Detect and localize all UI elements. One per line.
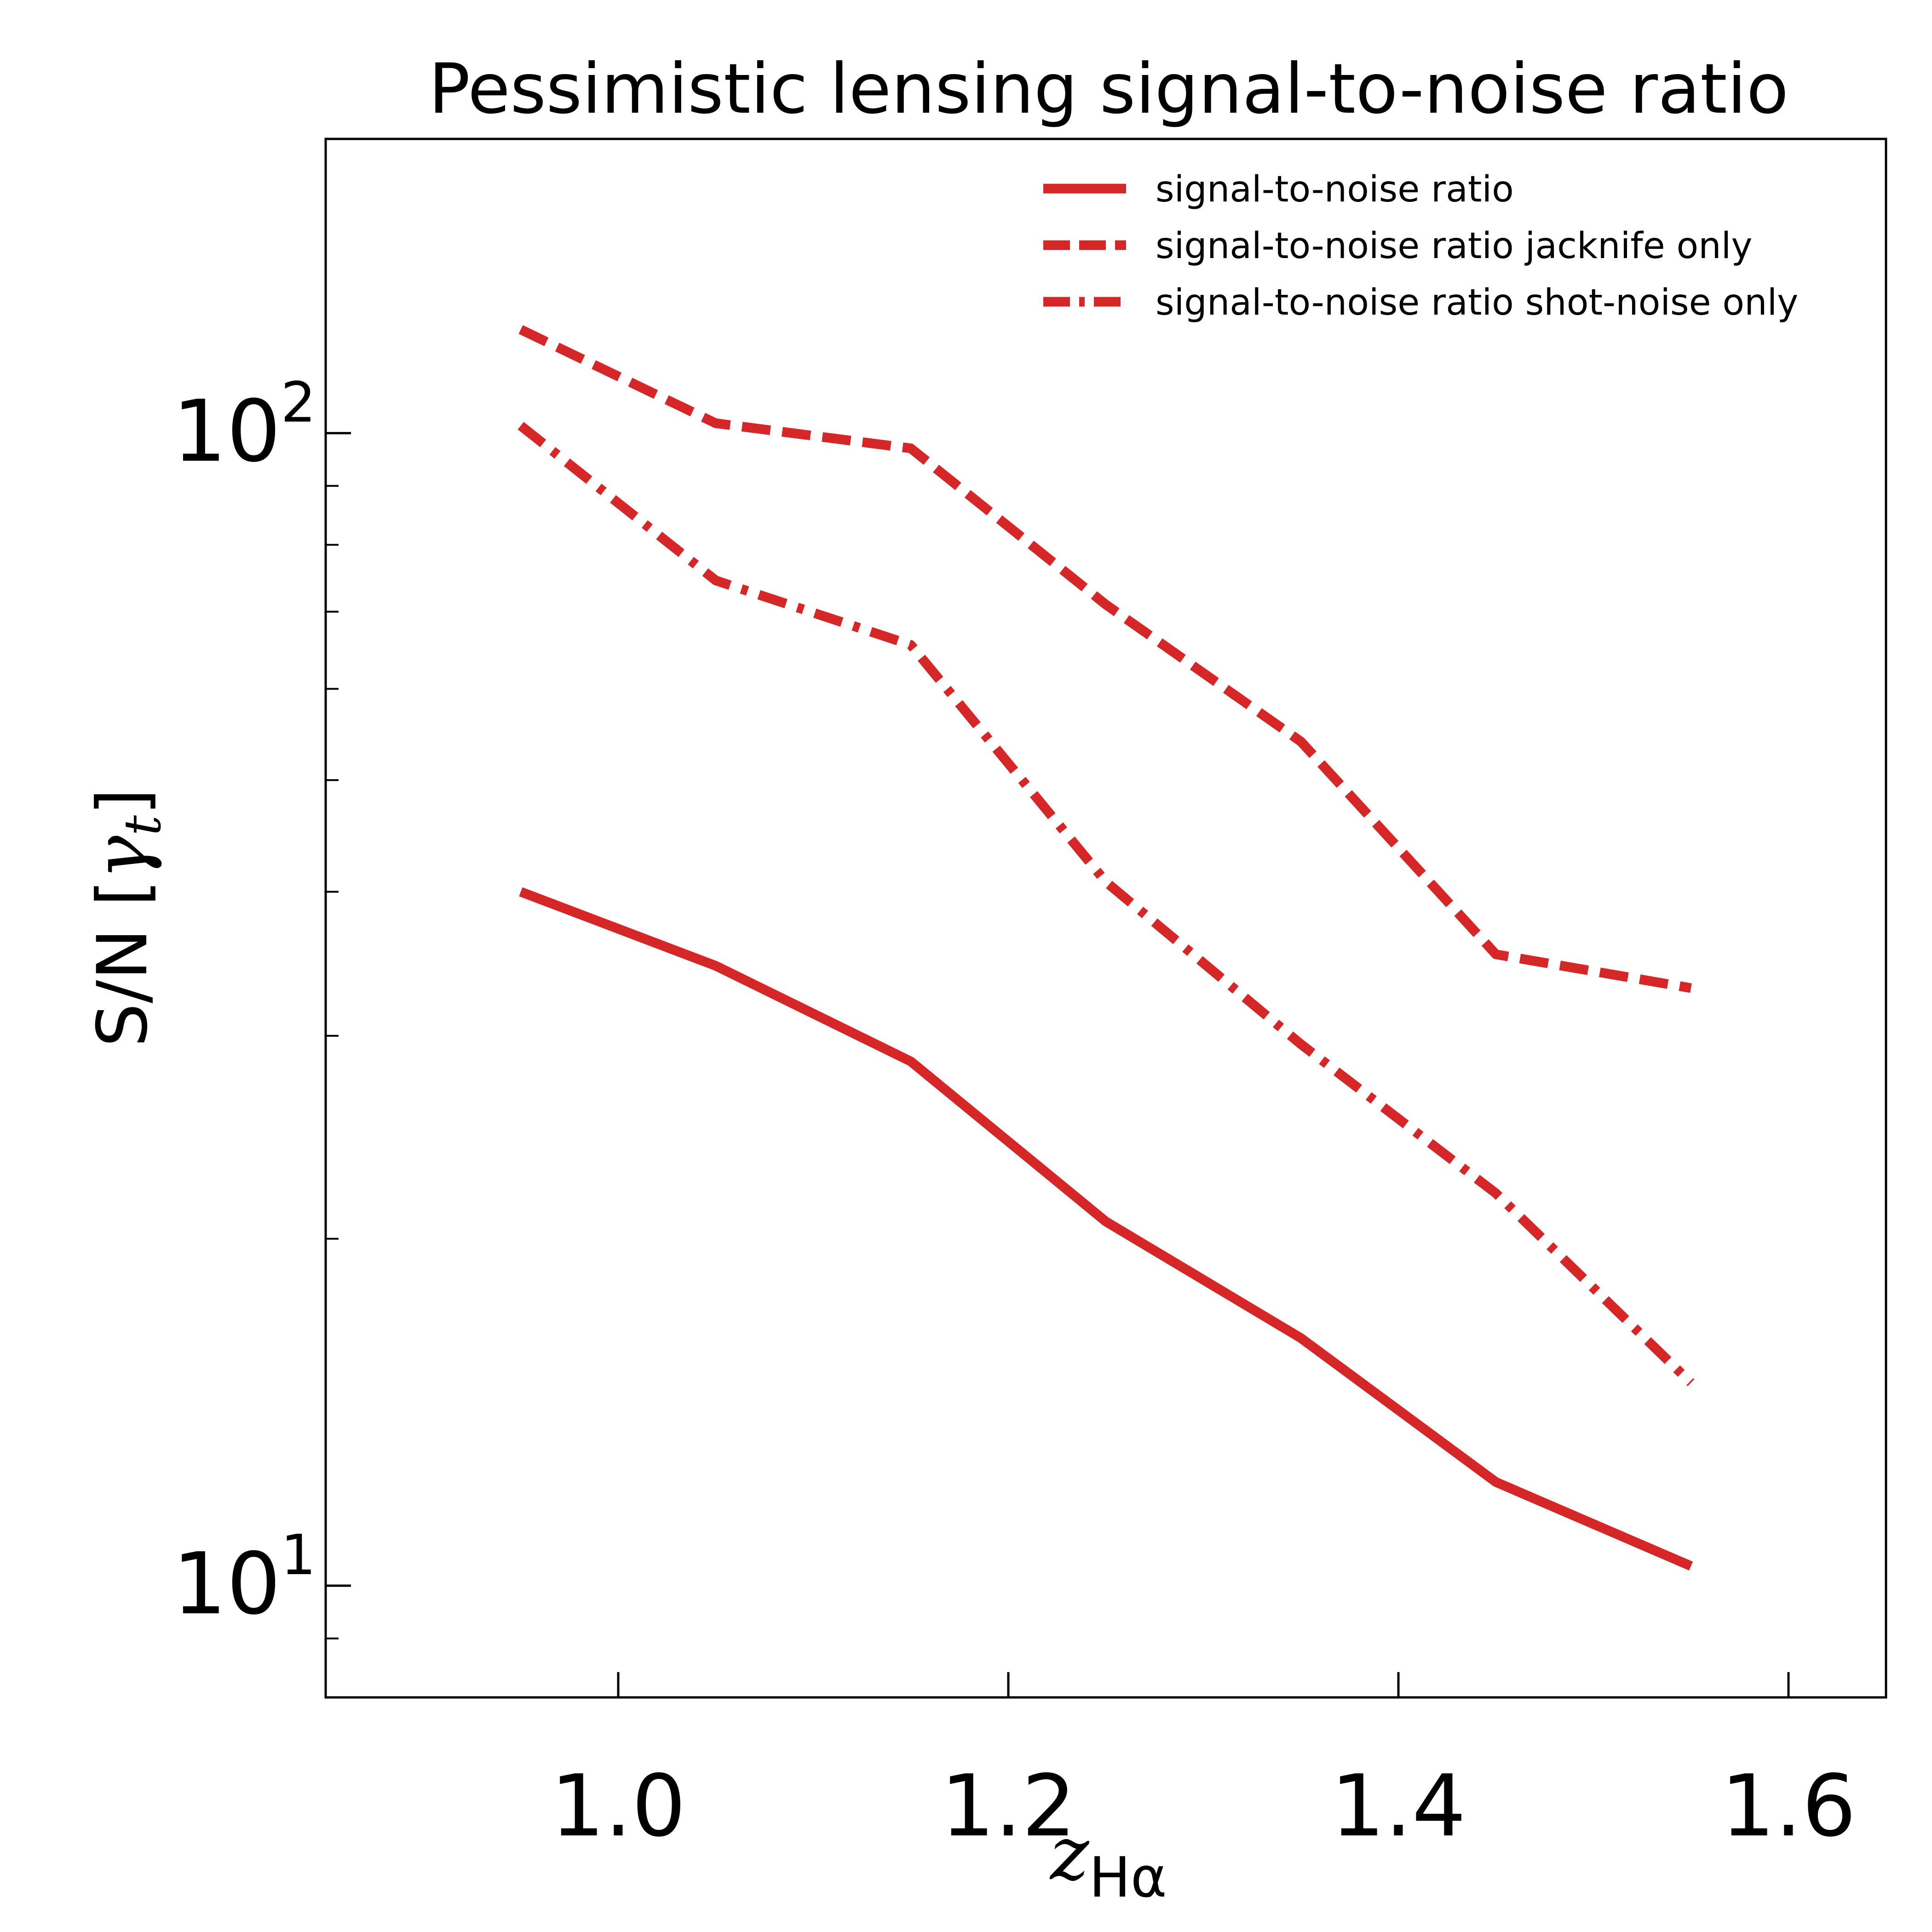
y-axis-label-suffix: ] bbox=[83, 788, 163, 816]
y-axis-label-prefix: S/N [ bbox=[83, 880, 163, 1047]
series-line-2 bbox=[518, 325, 1692, 993]
x-axis: 1.0 1.2 1.4 1.6 bbox=[551, 1672, 1856, 1856]
y-tick-exponent: 1 bbox=[281, 1524, 316, 1587]
legend-label-1: signal-to-noise ratio bbox=[1156, 169, 1514, 210]
series-line-3 bbox=[518, 422, 1695, 1386]
y-axis-label: S/N [γt] bbox=[78, 788, 172, 1047]
y-tick-exponent: 2 bbox=[281, 371, 316, 435]
legend-label-3: signal-to-noise ratio shot-noise only bbox=[1156, 282, 1798, 323]
x-axis-label-symbol: z bbox=[1049, 1811, 1090, 1897]
x-tick-label: 1.6 bbox=[1721, 1756, 1856, 1856]
x-tick-label: 1.2 bbox=[941, 1756, 1076, 1856]
legend: signal-to-noise ratio signal-to-noise rat… bbox=[1043, 169, 1798, 323]
chart-title: Pessimistic lensing signal-to-noise rati… bbox=[429, 49, 1789, 129]
x-tick-label: 1.0 bbox=[551, 1756, 686, 1856]
x-axis-label-subscript: Hα bbox=[1089, 1846, 1167, 1910]
x-tick-label: 1.4 bbox=[1331, 1756, 1466, 1856]
plot-frame bbox=[324, 138, 1887, 1699]
series-line-1 bbox=[519, 887, 1693, 1571]
series-layer bbox=[518, 325, 1695, 1571]
x-axis-label: zHα bbox=[1049, 1811, 1167, 1910]
legend-label-2: signal-to-noise ratio jacknife only bbox=[1156, 225, 1753, 267]
y-axis-label-subscript: t bbox=[113, 815, 172, 835]
y-axis-label-symbol: γ bbox=[78, 835, 164, 880]
